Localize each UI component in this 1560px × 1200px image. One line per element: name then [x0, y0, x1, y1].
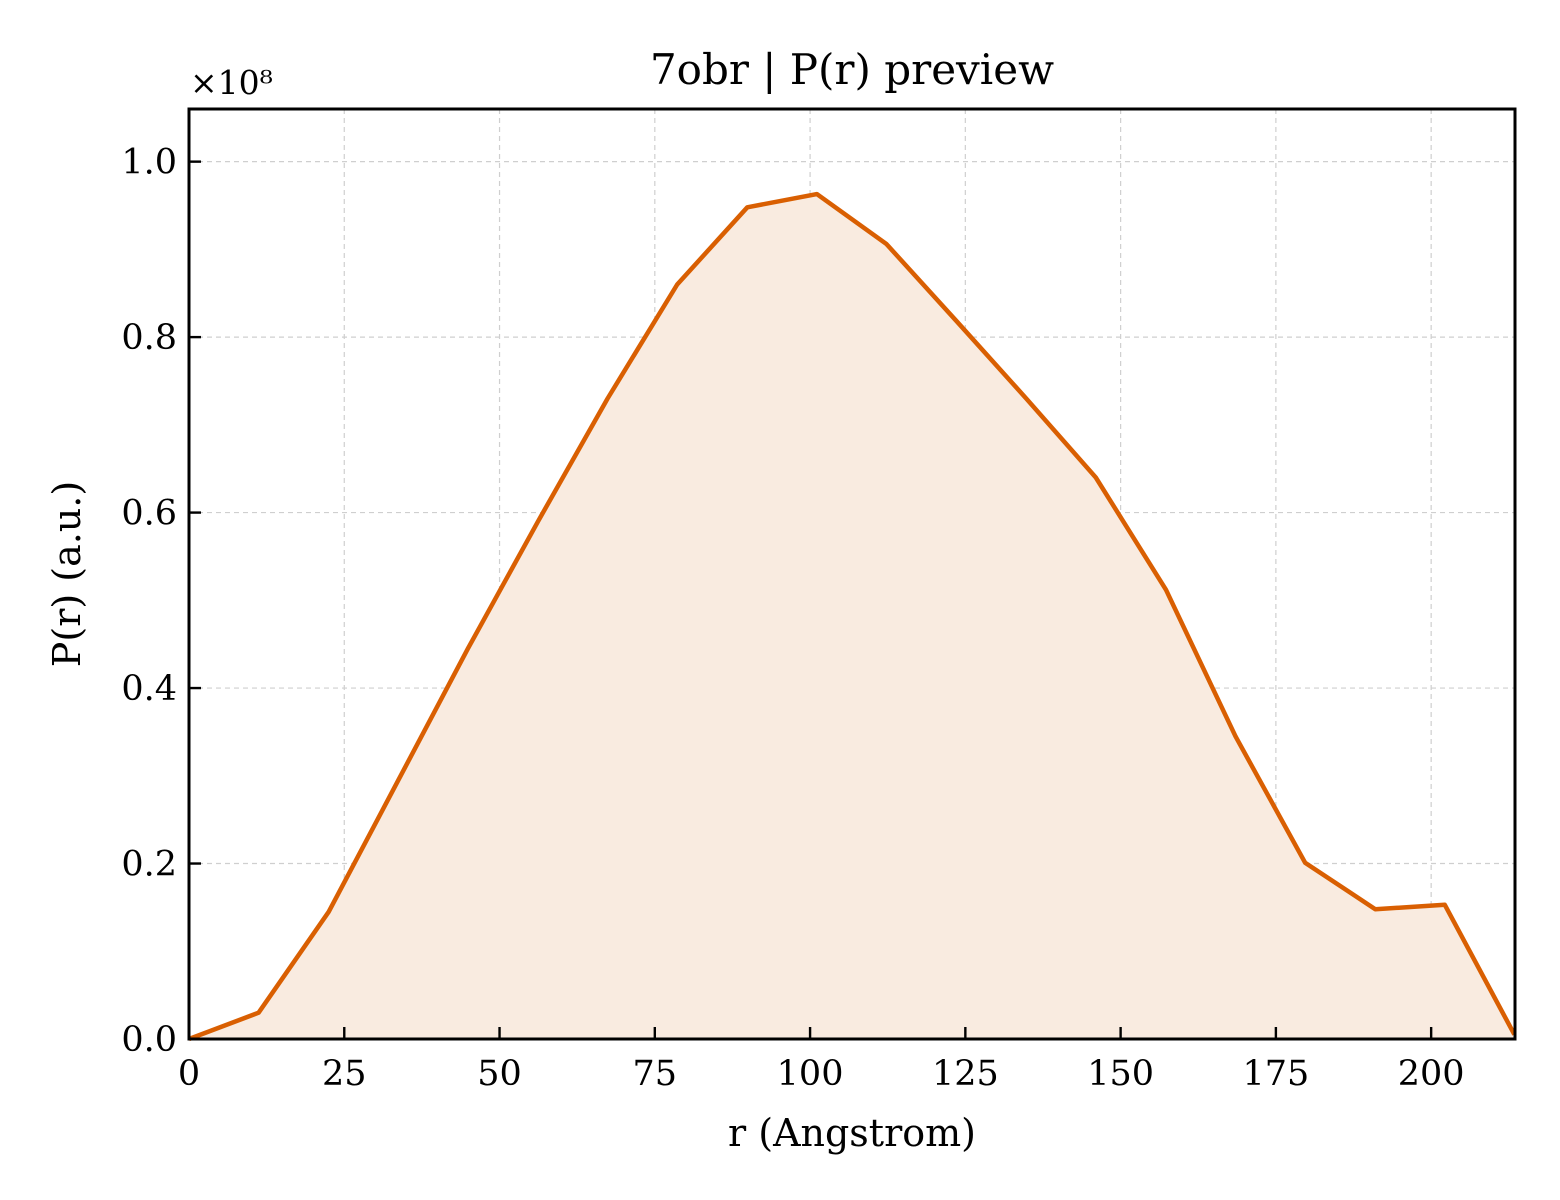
- x-tick-label: 25: [322, 1054, 367, 1094]
- tick-layer: 0 25 50 75 100 125 150 175 200 0.0 0.2 0.4 0.6 0.8 1.0: [121, 143, 1464, 1094]
- chart-title: 7obr | P(r) preview: [650, 45, 1054, 94]
- x-tick-label: 50: [477, 1054, 522, 1094]
- y-tick-label: 0.2: [121, 845, 177, 885]
- x-tick-label: 75: [633, 1054, 678, 1094]
- x-tick-label: 200: [1398, 1054, 1465, 1094]
- y-tick-label: 0.0: [121, 1020, 177, 1060]
- x-tick-label: 150: [1087, 1054, 1154, 1094]
- y-tick-label: 0.8: [121, 318, 177, 358]
- y-tick-label: 0.4: [121, 669, 177, 709]
- y-axis-label: P(r) (a.u.): [45, 481, 89, 667]
- x-axis-label: r (Angstrom): [728, 1111, 976, 1155]
- y-tick-label: 1.0: [121, 143, 177, 183]
- y-tick-label: 0.6: [121, 494, 177, 534]
- series-area-fill: [189, 194, 1515, 1040]
- x-tick-label: 0: [178, 1054, 200, 1094]
- y-offset-label: ×10⁸: [190, 63, 273, 102]
- plot-frame: [187, 107, 1517, 1041]
- x-tick-label: 100: [777, 1054, 844, 1094]
- series-line: [188, 191, 1517, 1042]
- x-tick-label: 125: [932, 1054, 999, 1094]
- x-tick-label: 175: [1242, 1054, 1309, 1094]
- data-layer: [188, 191, 1517, 1042]
